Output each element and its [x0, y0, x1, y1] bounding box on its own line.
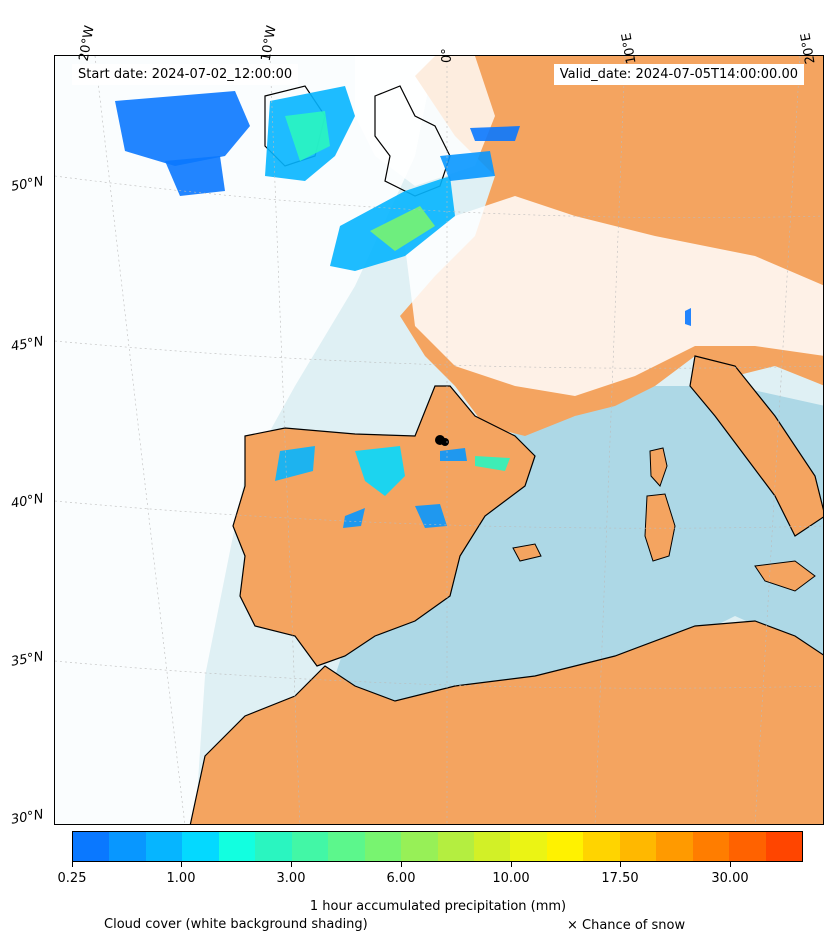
colorbar-segment — [109, 832, 146, 861]
colorbar-tick-label: 10.00 — [492, 871, 530, 886]
colorbar-segment — [218, 832, 256, 861]
colorbar-segment — [401, 832, 438, 861]
colorbar-tick — [730, 862, 731, 867]
colorbar-tick — [181, 862, 182, 867]
colorbar-segment — [510, 832, 547, 861]
graticule — [55, 56, 823, 824]
colorbar-title: 1 hour accumulated precipitation (mm) — [309, 899, 567, 914]
colorbar-segment — [73, 832, 110, 861]
italy-land — [689, 355, 823, 537]
north-africa — [189, 620, 823, 824]
lat-label-30n: 30°N — [9, 807, 45, 828]
colorbar-segment — [182, 832, 219, 861]
snow-note: × Chance of snow — [567, 918, 686, 933]
valid-date-label: Valid_date: 2024-07-05T14:00:00.00 — [553, 64, 804, 85]
colorbar-tick-label: 3.00 — [276, 871, 306, 886]
sicily — [754, 560, 816, 592]
lat-label-50n: 50°N — [9, 174, 45, 195]
colorbar-tick-label: 6.00 — [386, 871, 416, 886]
colorbar-segment — [364, 832, 402, 861]
map-canvas — [55, 56, 823, 824]
colorbar-segment — [291, 832, 329, 861]
colorbar-segment — [255, 832, 292, 861]
colorbar-tick-label: 0.25 — [57, 871, 87, 886]
colorbar-segment — [729, 832, 766, 861]
colorbar-segment — [765, 832, 803, 861]
colorbar-tick — [291, 862, 292, 867]
colorbar-tick-label: 17.50 — [601, 871, 639, 886]
colorbar-tick-label: 30.00 — [711, 871, 749, 886]
colorbar-segment — [583, 832, 620, 861]
europe-cloud-cover — [405, 196, 823, 396]
colorbar-tick — [72, 862, 73, 867]
start-date-label: Start date: 2024-07-02_12:00:00 — [72, 64, 299, 85]
colorbar-segment — [145, 832, 183, 861]
corsica — [649, 447, 668, 487]
colorbar-tick — [511, 862, 512, 867]
colorbar-segment — [473, 832, 511, 861]
colorbar-segment — [546, 832, 584, 861]
map-panel[interactable] — [54, 55, 824, 825]
lat-label-35n: 35°N — [9, 649, 45, 670]
sardinia — [644, 493, 676, 562]
colorbar-segment — [619, 832, 657, 861]
colorbar-segment — [656, 832, 693, 861]
colorbar-tick — [620, 862, 621, 867]
balearic-islands — [512, 543, 542, 562]
colorbar-segment — [328, 832, 365, 861]
colorbar-segment — [692, 832, 730, 861]
precipitation-overlay — [115, 86, 691, 528]
precipitation-colorbar — [72, 831, 803, 862]
lat-label-40n: 40°N — [9, 491, 45, 512]
colorbar-tick — [401, 862, 402, 867]
colorbar-tick-label: 1.00 — [166, 871, 196, 886]
snow-marker — [441, 438, 449, 446]
cloud-cover-note: Cloud cover (white background shading) — [104, 917, 368, 932]
lon-label-0: 0° — [440, 48, 455, 63]
lat-label-45n: 45°N — [9, 334, 45, 355]
colorbar-segment — [437, 832, 474, 861]
